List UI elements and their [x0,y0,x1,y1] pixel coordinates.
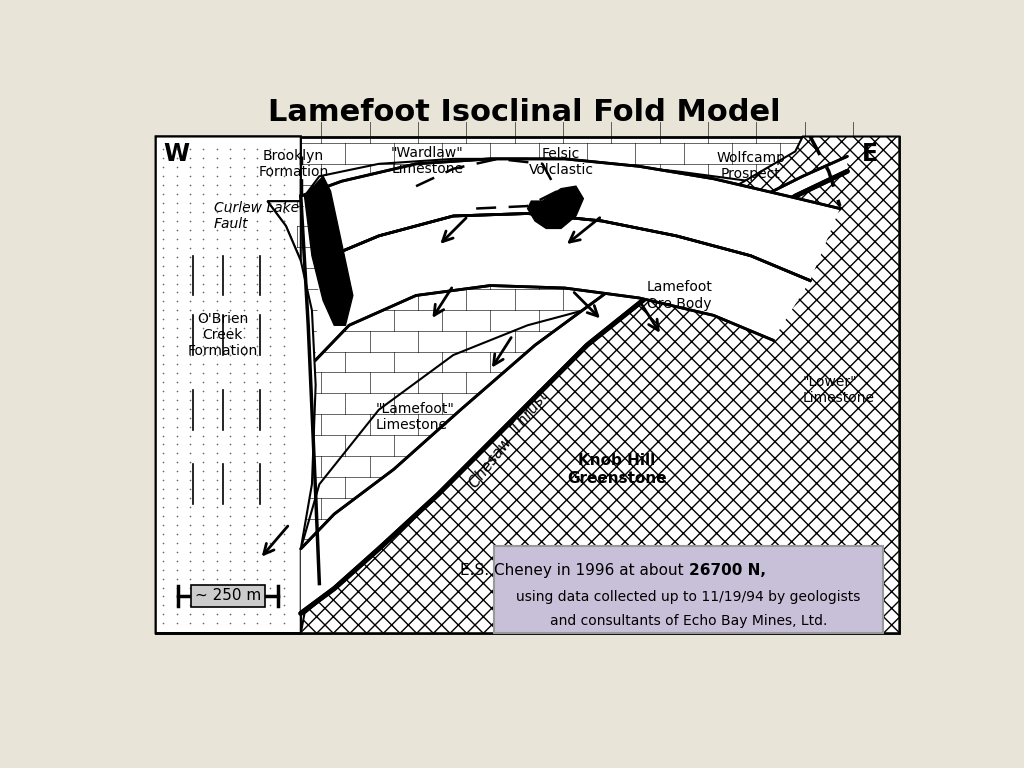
Text: Felsic
Volclastic: Felsic Volclastic [528,147,594,177]
Polygon shape [315,214,810,360]
Text: Chesaw  Thrust: Chesaw Thrust [467,389,551,491]
Text: E: E [862,142,879,166]
Text: 26700 N,: 26700 N, [688,563,766,578]
Polygon shape [527,186,584,228]
Text: Curlew Lake
Fault: Curlew Lake Fault [214,201,299,231]
Text: "Wardlaw"
Limestone: "Wardlaw" Limestone [391,146,464,177]
Text: E.S. Cheney in 1996 at about: E.S. Cheney in 1996 at about [460,563,688,578]
Text: Lamefoot Isoclinal Fold Model: Lamefoot Isoclinal Fold Model [268,98,781,127]
Text: ~ 250 m: ~ 250 m [195,588,261,604]
Text: using data collected up to 11/19/94 by geologists: using data collected up to 11/19/94 by g… [516,590,861,604]
FancyBboxPatch shape [156,137,899,634]
Polygon shape [156,137,315,634]
Polygon shape [301,159,878,549]
Text: Brooklyn
Formation: Brooklyn Formation [258,149,329,179]
Text: W: W [163,142,189,166]
Polygon shape [156,137,899,634]
Text: O'Brien
Creek
Formation: O'Brien Creek Formation [187,312,258,359]
FancyBboxPatch shape [495,546,883,634]
Polygon shape [156,137,899,634]
Polygon shape [156,137,899,634]
Polygon shape [304,176,353,326]
Text: Knob Hill
Greenstone: Knob Hill Greenstone [567,453,667,485]
Text: Wolfcamp
Prospect: Wolfcamp Prospect [716,151,785,181]
Text: "Lower"
Limestone: "Lower" Limestone [803,375,874,405]
Polygon shape [156,137,315,634]
Polygon shape [301,157,847,614]
Text: "Lamefoot"
Limestone: "Lamefoot" Limestone [375,402,454,432]
Text: Lamefoot
Ore Body: Lamefoot Ore Body [646,280,713,310]
Text: and consultants of Echo Bay Mines, Ltd.: and consultants of Echo Bay Mines, Ltd. [550,614,827,628]
Polygon shape [301,159,840,280]
